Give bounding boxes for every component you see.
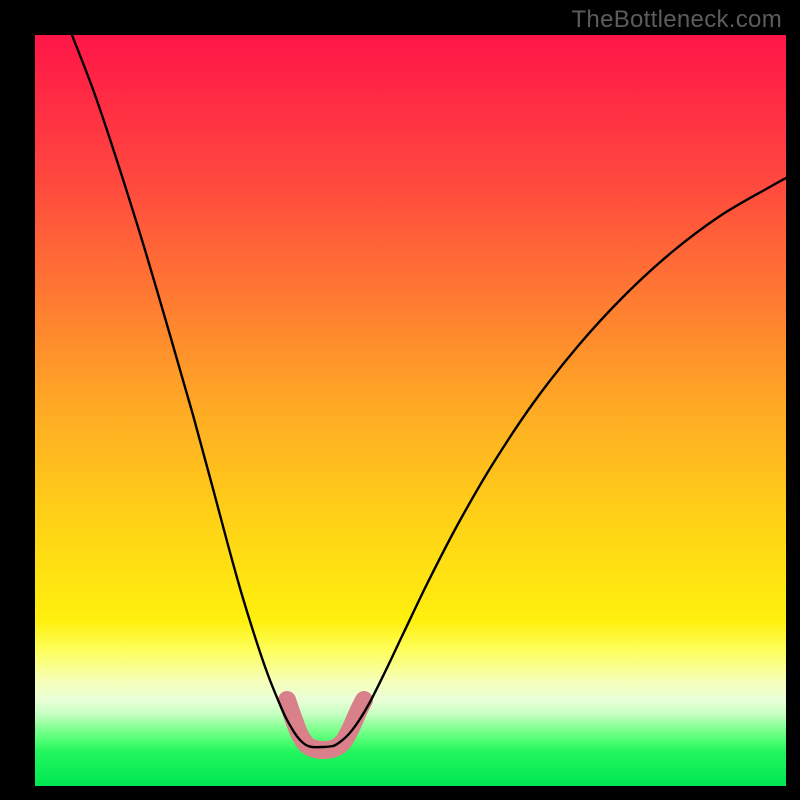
curve-svg [0, 0, 800, 800]
watermark-text: TheBottleneck.com [571, 6, 782, 34]
chart-frame: TheBottleneck.com [0, 0, 800, 800]
throat-overlay [287, 700, 364, 750]
bottleneck-curve [72, 35, 786, 747]
